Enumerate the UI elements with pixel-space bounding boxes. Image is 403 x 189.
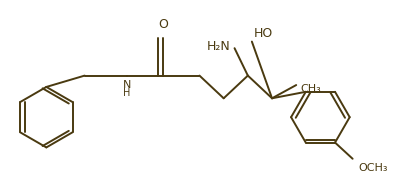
Text: OCH₃: OCH₃ <box>359 163 388 173</box>
Text: CH₃: CH₃ <box>300 84 321 94</box>
Text: HO: HO <box>254 27 273 40</box>
Text: H: H <box>123 88 131 98</box>
Text: H₂N: H₂N <box>207 40 231 53</box>
Text: O: O <box>158 18 168 31</box>
Text: N: N <box>123 80 131 90</box>
